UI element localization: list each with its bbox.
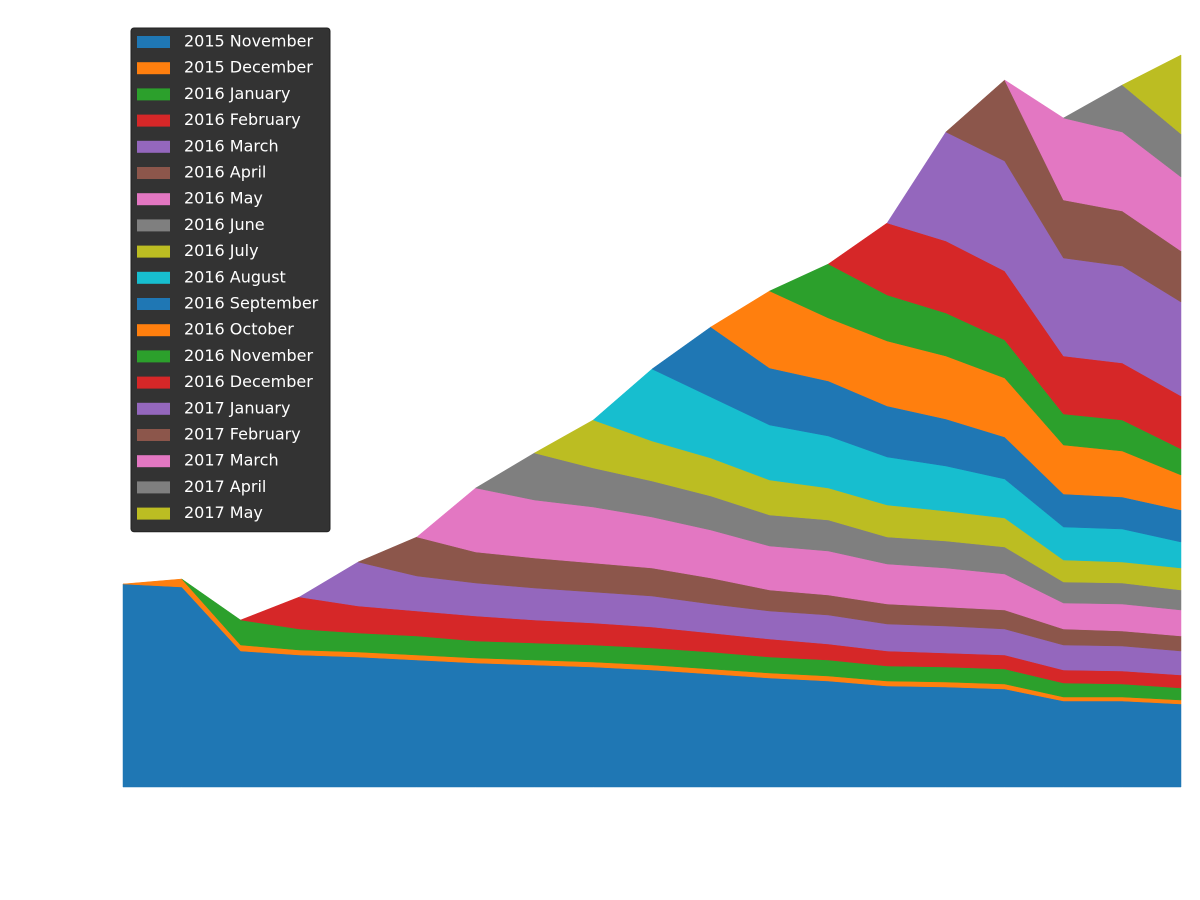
legend-label: 2017 May: [184, 503, 263, 522]
legend-swatch: [137, 219, 170, 232]
area: [1062, 84, 1182, 178]
legend-swatch: [137, 402, 170, 415]
legend-label: 2017 February: [184, 425, 301, 444]
legend-label: 2016 June: [184, 215, 265, 234]
legend-swatch: [137, 481, 170, 494]
legend-label: 2016 April: [184, 163, 266, 182]
legend-label: 2017 April: [184, 477, 266, 496]
legend-swatch: [137, 429, 170, 441]
legend-label: 2016 January: [184, 84, 290, 103]
legend-label: 2015 November: [184, 32, 313, 51]
legend-label: 2017 January: [184, 398, 290, 417]
legend-label: 2016 February: [184, 110, 301, 129]
legend-box: [130, 27, 331, 533]
legend-swatch: [137, 507, 170, 520]
legend-label: 2016 July: [184, 241, 259, 260]
legend-label: 2016 October: [184, 320, 294, 339]
legend-swatch: [137, 140, 170, 153]
legend-label: 2016 May: [184, 189, 263, 208]
legend-swatch: [137, 350, 170, 363]
legend-swatch: [137, 36, 170, 48]
legend-label: 2016 December: [184, 372, 313, 391]
legend-label: 2017 March: [184, 451, 279, 470]
legend-swatch: [137, 88, 170, 101]
legend-swatch: [137, 324, 170, 337]
legend-label: 2015 December: [184, 58, 313, 77]
area: [1121, 54, 1182, 135]
legend-swatch: [137, 298, 170, 310]
legend-label: 2016 August: [184, 267, 286, 286]
legend-swatch: [137, 62, 170, 75]
legend-swatch: [137, 193, 170, 206]
legend: 2015 November 2015 December 2016 January 20…: [130, 27, 331, 533]
legend-label: 2016 September: [184, 294, 319, 313]
legend-swatch: [137, 376, 170, 389]
legend-swatch: [137, 114, 170, 127]
legend-label: 2016 March: [184, 136, 279, 155]
legend-swatch: [137, 271, 170, 284]
legend-swatch: [137, 245, 170, 258]
legend-swatch: [137, 455, 170, 468]
legend-swatch: [137, 167, 170, 179]
legend-label: 2016 November: [184, 346, 313, 365]
